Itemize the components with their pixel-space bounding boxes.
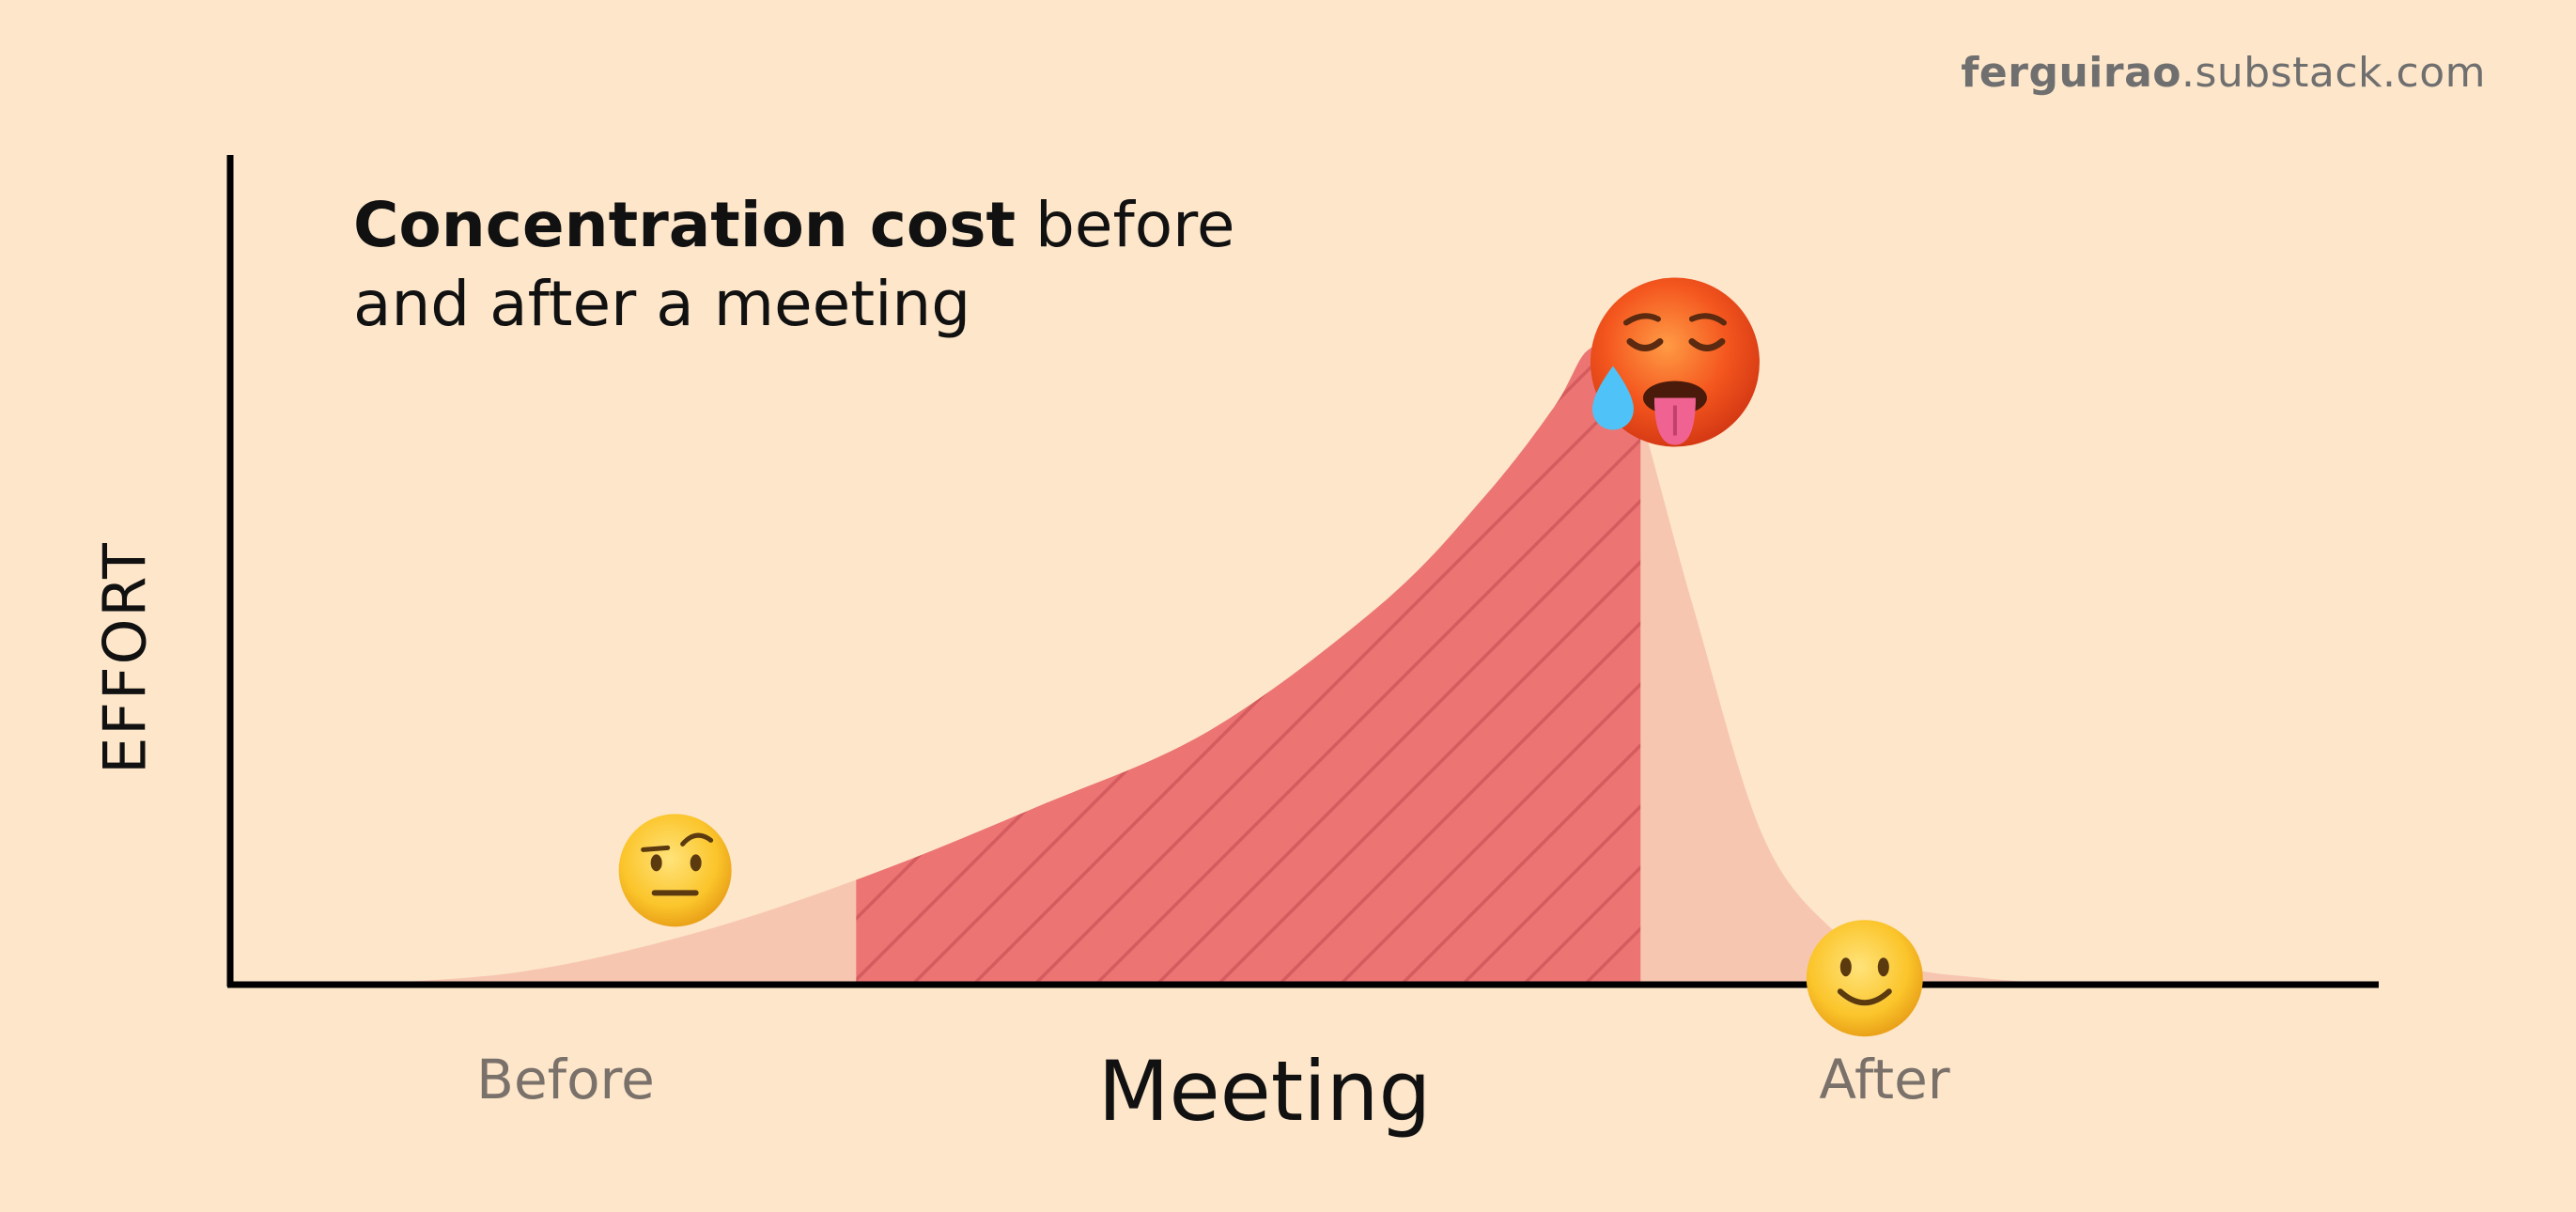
chart-title-bold: Concentration cost [353, 189, 1016, 261]
watermark: ferguirao.substack.com [1961, 49, 2486, 97]
slightly-smiling-face-icon [1806, 920, 1923, 1037]
watermark-bold: ferguirao [1961, 49, 2181, 97]
chart-title-line2: and after a meeting [353, 268, 971, 340]
hot-face-icon [1590, 277, 1760, 447]
x-axis-label-meeting: Meeting [1097, 1043, 1432, 1140]
watermark-domain: .substack.com [2181, 49, 2486, 97]
meeting-highlight-area [856, 336, 1641, 985]
y-axis-label: EFFORT [90, 541, 160, 774]
chart-title-line1: before [1016, 189, 1235, 261]
x-label-before: Before [476, 1048, 655, 1111]
chart-title: Concentration cost before and after a me… [353, 186, 1293, 344]
x-label-after: After [1819, 1048, 1950, 1111]
raised-eyebrow-face-icon [618, 814, 732, 927]
